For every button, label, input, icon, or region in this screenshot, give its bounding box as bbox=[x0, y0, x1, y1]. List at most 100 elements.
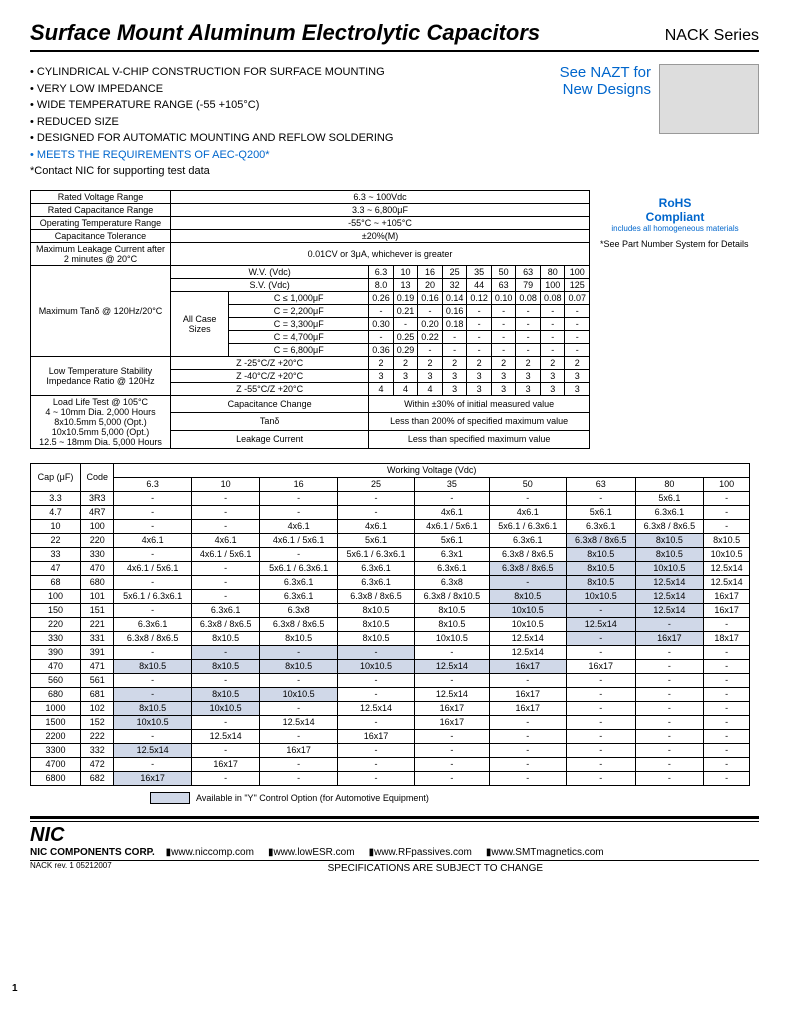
product-image bbox=[659, 64, 759, 134]
url-link[interactable]: ▮www.RFpassives.com bbox=[369, 847, 472, 858]
cell: 2 bbox=[418, 356, 443, 369]
cell: - bbox=[191, 771, 260, 785]
cell: 6.3x6.1 bbox=[566, 519, 635, 533]
cell: 100 bbox=[540, 278, 565, 291]
cell: 12.5x14 bbox=[704, 575, 750, 589]
cell: - bbox=[566, 715, 635, 729]
cell: - bbox=[489, 729, 566, 743]
cell: Working Voltage (Vdc) bbox=[114, 463, 750, 477]
cell: 2 bbox=[540, 356, 565, 369]
cell: 561 bbox=[81, 673, 114, 687]
legend-text: Available in "Y" Control Option (for Aut… bbox=[196, 793, 429, 803]
cell: 8x10.5 bbox=[260, 659, 337, 673]
cell: 2 bbox=[369, 356, 394, 369]
cell: 6.3x6.1 bbox=[337, 575, 414, 589]
cell: - bbox=[635, 715, 704, 729]
cell: - bbox=[704, 491, 750, 505]
cell: - bbox=[191, 575, 260, 589]
url-link[interactable]: ▮www.niccomp.com bbox=[166, 847, 254, 858]
cell: 8x10.5 bbox=[191, 687, 260, 701]
cell: - bbox=[114, 757, 191, 771]
cell: - bbox=[704, 743, 750, 757]
spec-table: Rated Voltage Range6.3 ~ 100VdcRated Cap… bbox=[30, 190, 590, 449]
cell: - bbox=[565, 304, 590, 317]
cell: 4x6.1 bbox=[337, 519, 414, 533]
cell: - bbox=[191, 519, 260, 533]
cell: - bbox=[260, 757, 337, 771]
cell: - bbox=[704, 757, 750, 771]
cell: 6.3 bbox=[114, 477, 191, 491]
corp-name: NIC COMPONENTS CORP. bbox=[30, 847, 155, 858]
cell: 1500 bbox=[31, 715, 81, 729]
cell: - bbox=[635, 617, 704, 631]
cell: 12.5x14 bbox=[191, 729, 260, 743]
cell: 100 bbox=[704, 477, 750, 491]
cell: - bbox=[337, 743, 414, 757]
cell: 12.5x14 bbox=[489, 645, 566, 659]
cell: - bbox=[114, 505, 191, 519]
cell: - bbox=[704, 771, 750, 785]
url-link[interactable]: ▮www.SMTmagnetics.com bbox=[486, 847, 604, 858]
cell: 560 bbox=[31, 673, 81, 687]
cell: 330 bbox=[31, 631, 81, 645]
cell: 0.12 bbox=[467, 291, 492, 304]
logo: NIC bbox=[30, 824, 64, 846]
url-link[interactable]: ▮www.lowESR.com bbox=[268, 847, 355, 858]
cell: 8x10.5 bbox=[191, 631, 260, 645]
cell: 44 bbox=[467, 278, 492, 291]
cell: - bbox=[260, 771, 337, 785]
cell: - bbox=[415, 491, 489, 505]
cell: 6.3x8 / 8x6.5 bbox=[489, 547, 566, 561]
cell: 8x10.5 bbox=[566, 547, 635, 561]
cell: 2 bbox=[393, 356, 418, 369]
cell: - bbox=[704, 505, 750, 519]
cell: 12.5x14 bbox=[489, 631, 566, 645]
cell: 10x10.5 bbox=[415, 631, 489, 645]
cell: - bbox=[489, 491, 566, 505]
rohs-badge: RoHSCompliant bbox=[600, 196, 750, 224]
cell: 6.3x1 bbox=[415, 547, 489, 561]
revision: NACK rev. 1 05212007 bbox=[30, 861, 112, 874]
cell: 3 bbox=[516, 382, 541, 395]
cell: 221 bbox=[81, 617, 114, 631]
cell: 3R3 bbox=[81, 491, 114, 505]
cell: - bbox=[489, 715, 566, 729]
cell: 47 bbox=[31, 561, 81, 575]
cell: 18x17 bbox=[704, 631, 750, 645]
cell: 3 bbox=[393, 369, 418, 382]
legend: Available in "Y" Control Option (for Aut… bbox=[150, 792, 759, 804]
cell: 100 bbox=[31, 589, 81, 603]
cell: 12.5x14 bbox=[566, 617, 635, 631]
cell: 32 bbox=[442, 278, 467, 291]
cell: 33 bbox=[31, 547, 81, 561]
cell: - bbox=[191, 715, 260, 729]
cell: 0.14 bbox=[442, 291, 467, 304]
cell: 16x17 bbox=[489, 701, 566, 715]
cell: - bbox=[635, 701, 704, 715]
cell: 5x6.1 bbox=[566, 505, 635, 519]
cell: Tanδ bbox=[171, 413, 369, 431]
cell: - bbox=[489, 673, 566, 687]
cell: - bbox=[467, 343, 492, 356]
cell: Z -55°C/Z +20°C bbox=[171, 382, 369, 395]
cell: 10x10.5 bbox=[337, 659, 414, 673]
cell: 5x6.1 / 6.3x6.1 bbox=[337, 547, 414, 561]
cell: Load Life Test @ 105°C4 ~ 10mm Dia. 2,00… bbox=[31, 395, 171, 448]
cell: 4 bbox=[418, 382, 443, 395]
cell: 0.25 bbox=[393, 330, 418, 343]
cell: - bbox=[704, 701, 750, 715]
cell: - bbox=[565, 343, 590, 356]
cell: 6800 bbox=[31, 771, 81, 785]
cell: 6.3x8 / 8x6.5 bbox=[260, 617, 337, 631]
cell: 10x10.5 bbox=[191, 701, 260, 715]
cell: - bbox=[489, 771, 566, 785]
cell: 3 bbox=[442, 382, 467, 395]
cell: 6.3x6.1 bbox=[114, 617, 191, 631]
cell: - bbox=[516, 330, 541, 343]
cell: 0.16 bbox=[418, 291, 443, 304]
series-label: NACK Series bbox=[665, 27, 759, 45]
cell: 332 bbox=[81, 743, 114, 757]
cell: 16x17 bbox=[704, 589, 750, 603]
cell: 3.3 ~ 6,800μF bbox=[171, 203, 590, 216]
cell: 4x6.1 / 5x6.1 bbox=[114, 561, 191, 575]
